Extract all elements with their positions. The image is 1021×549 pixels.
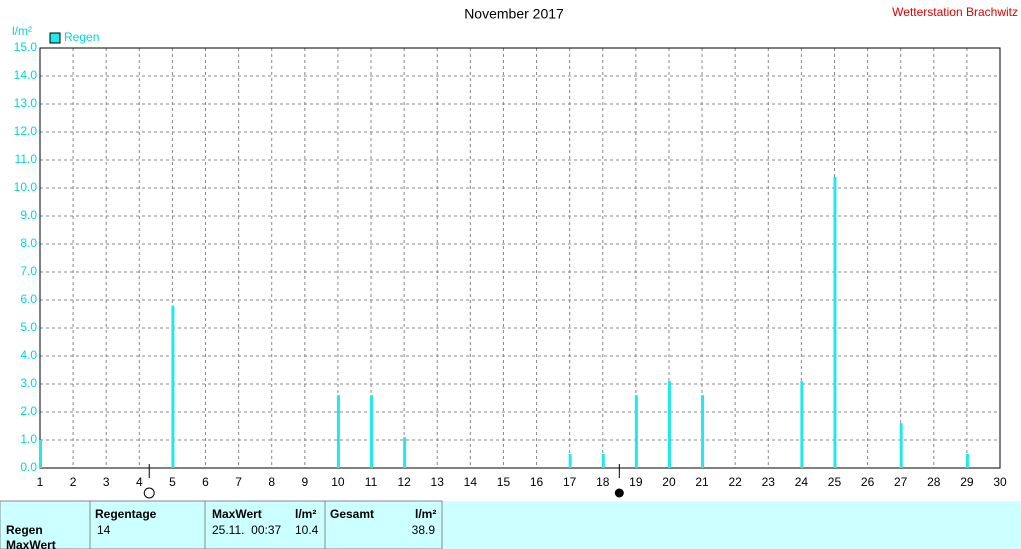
plot-area <box>40 48 1000 468</box>
x-tick-label: 17 <box>563 475 577 489</box>
bar <box>800 381 804 468</box>
x-tick-label: 5 <box>169 475 176 489</box>
bar <box>370 395 374 468</box>
x-tick-label: 20 <box>662 475 676 489</box>
y-tick-label: 7.0 <box>20 264 37 278</box>
x-tick-label: 10 <box>331 475 345 489</box>
y-tick-label: 10.0 <box>14 180 38 194</box>
x-tick-label: 28 <box>927 475 941 489</box>
x-tick-label: 9 <box>301 475 308 489</box>
row-label: Regen <box>6 523 43 537</box>
x-tick-label: 14 <box>464 475 478 489</box>
x-tick-label: 22 <box>728 475 742 489</box>
x-tick-label: 16 <box>530 475 544 489</box>
y-tick-label: 3.0 <box>20 376 37 390</box>
bar <box>601 454 605 468</box>
x-tick-label: 26 <box>861 475 875 489</box>
x-tick-label: 29 <box>960 475 974 489</box>
y-tick-label: 8.0 <box>20 236 37 250</box>
table-unit: l/m² <box>415 507 436 521</box>
x-tick-label: 30 <box>993 475 1007 489</box>
bar <box>336 395 340 468</box>
bar <box>171 305 175 468</box>
y-tick-label: 14.0 <box>14 68 38 82</box>
bar <box>833 176 837 469</box>
chart-title: November 2017 <box>464 6 564 22</box>
y-tick-label: 0.0 <box>20 460 37 474</box>
y-tick-label: 15.0 <box>14 40 38 54</box>
y-tick-label: 4.0 <box>20 348 37 362</box>
moon-phase <box>143 487 155 499</box>
table-cell: 14 <box>97 523 111 537</box>
table-header: Regentage <box>95 507 157 521</box>
bar <box>568 454 572 468</box>
x-tick-label: 11 <box>365 475 378 489</box>
bar <box>667 381 671 468</box>
x-tick-label: 3 <box>103 475 110 489</box>
bar <box>39 440 42 468</box>
legend-swatch <box>49 32 61 44</box>
bar <box>634 395 638 468</box>
station-name: Wetterstation Brachwitz <box>892 5 1018 19</box>
x-tick-label: 13 <box>431 475 445 489</box>
x-tick-label: 21 <box>695 475 709 489</box>
legend-label: Regen <box>64 30 99 44</box>
y-axis-label: l/m² <box>12 24 32 38</box>
table-header: MaxWert <box>212 507 262 521</box>
x-tick-label: 6 <box>202 475 209 489</box>
moon-phase <box>614 488 624 498</box>
x-tick-label: 4 <box>136 475 143 489</box>
y-tick-label: 13.0 <box>14 96 38 110</box>
y-tick-label: 1.0 <box>20 432 37 446</box>
x-tick-label: 15 <box>497 475 511 489</box>
y-tick-label: 5.0 <box>20 320 37 334</box>
row-label: MaxWert <box>6 538 56 549</box>
x-tick-label: 12 <box>397 475 411 489</box>
bar <box>403 437 407 468</box>
plot-frame <box>39 47 1001 469</box>
y-tick-label: 2.0 <box>20 404 37 418</box>
bar <box>701 395 705 468</box>
y-tick-label: 6.0 <box>20 292 37 306</box>
y-tick-label: 11.0 <box>15 152 38 166</box>
table-cell: 25.11. 00:37 <box>212 523 281 537</box>
x-tick-label: 7 <box>235 475 242 489</box>
y-tick-label: 12.0 <box>14 124 38 138</box>
x-tick-label: 8 <box>268 475 275 489</box>
x-tick-label: 27 <box>894 475 908 489</box>
table-cell: 10.4 <box>295 523 319 537</box>
x-tick-label: 18 <box>596 475 610 489</box>
table-frame <box>0 500 443 549</box>
x-tick-label: 19 <box>629 475 643 489</box>
x-tick-label: 1 <box>37 475 44 489</box>
table-header: Gesamt <box>330 507 374 521</box>
table-unit: l/m² <box>295 507 316 521</box>
x-tick-label: 25 <box>828 475 842 489</box>
table-cell: 38.9 <box>412 523 436 537</box>
bar <box>965 454 969 468</box>
x-tick-label: 23 <box>762 475 776 489</box>
y-tick-label: 9.0 <box>20 208 37 222</box>
x-tick-label: 24 <box>795 475 809 489</box>
x-tick-label: 2 <box>70 475 77 489</box>
bar <box>899 423 903 468</box>
